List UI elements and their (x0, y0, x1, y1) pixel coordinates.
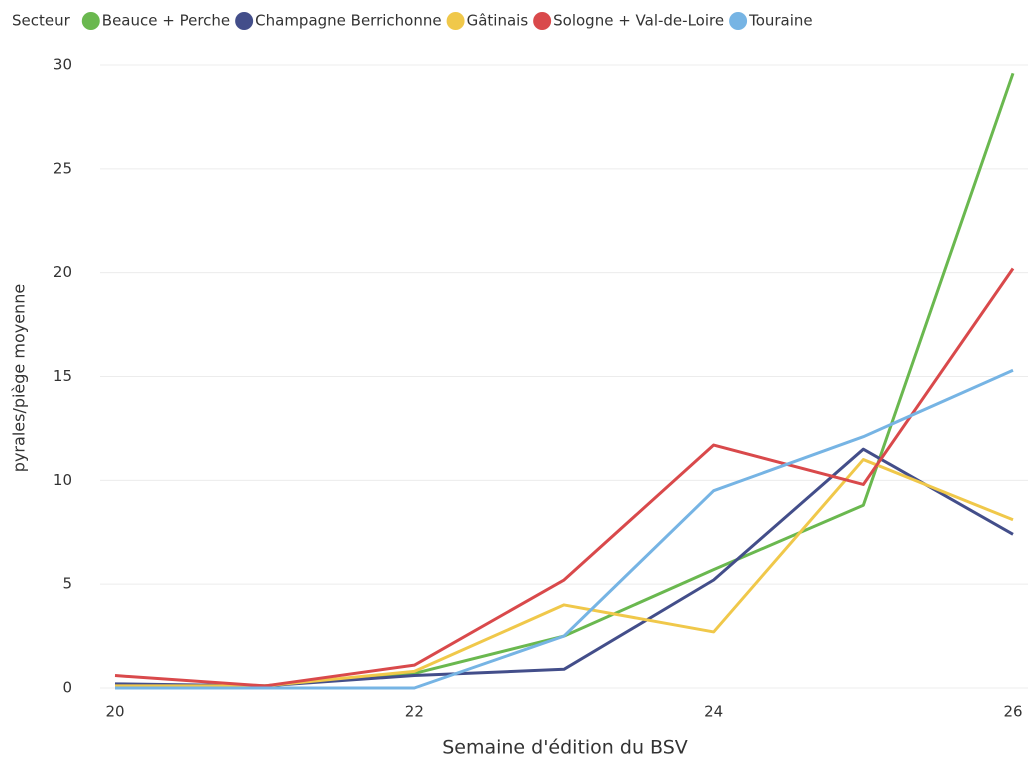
y-tick-label: 15 (53, 367, 72, 385)
legend-marker (446, 12, 465, 30)
x-tick-label: 22 (405, 703, 424, 721)
legend-marker (81, 12, 100, 30)
x-tick-label: 20 (105, 703, 124, 721)
legend-marker (533, 12, 552, 30)
series-line (115, 458, 1014, 688)
legend-label: Touraine (748, 12, 813, 30)
series-line (114, 447, 1014, 688)
y-tick-label: 0 (62, 679, 72, 697)
y-axis-label: pyrales/piège moyenne (10, 284, 29, 472)
legend-marker (729, 12, 748, 30)
y-tick-label: 20 (53, 263, 72, 281)
y-tick-label: 30 (53, 56, 72, 74)
legend-title: Secteur (12, 12, 71, 30)
y-tick-label: 5 (62, 575, 72, 593)
legend-label: Champagne Berrichonne (255, 12, 441, 30)
x-tick-label: 24 (704, 703, 723, 721)
y-tick-label: 10 (53, 471, 72, 489)
x-tick-label: 26 (1003, 703, 1022, 721)
y-tick-label: 25 (53, 159, 72, 177)
series-line (114, 267, 1015, 688)
legend-marker (235, 12, 254, 30)
legend-label: Gâtinais (467, 12, 529, 30)
x-axis-label: Semaine d'édition du BSV (442, 737, 688, 759)
series-line (115, 368, 1014, 690)
legend-label: Beauce + Perche (102, 12, 230, 30)
legend-label: Sologne + Val-de-Loire (553, 12, 724, 30)
series-line (115, 72, 1015, 688)
